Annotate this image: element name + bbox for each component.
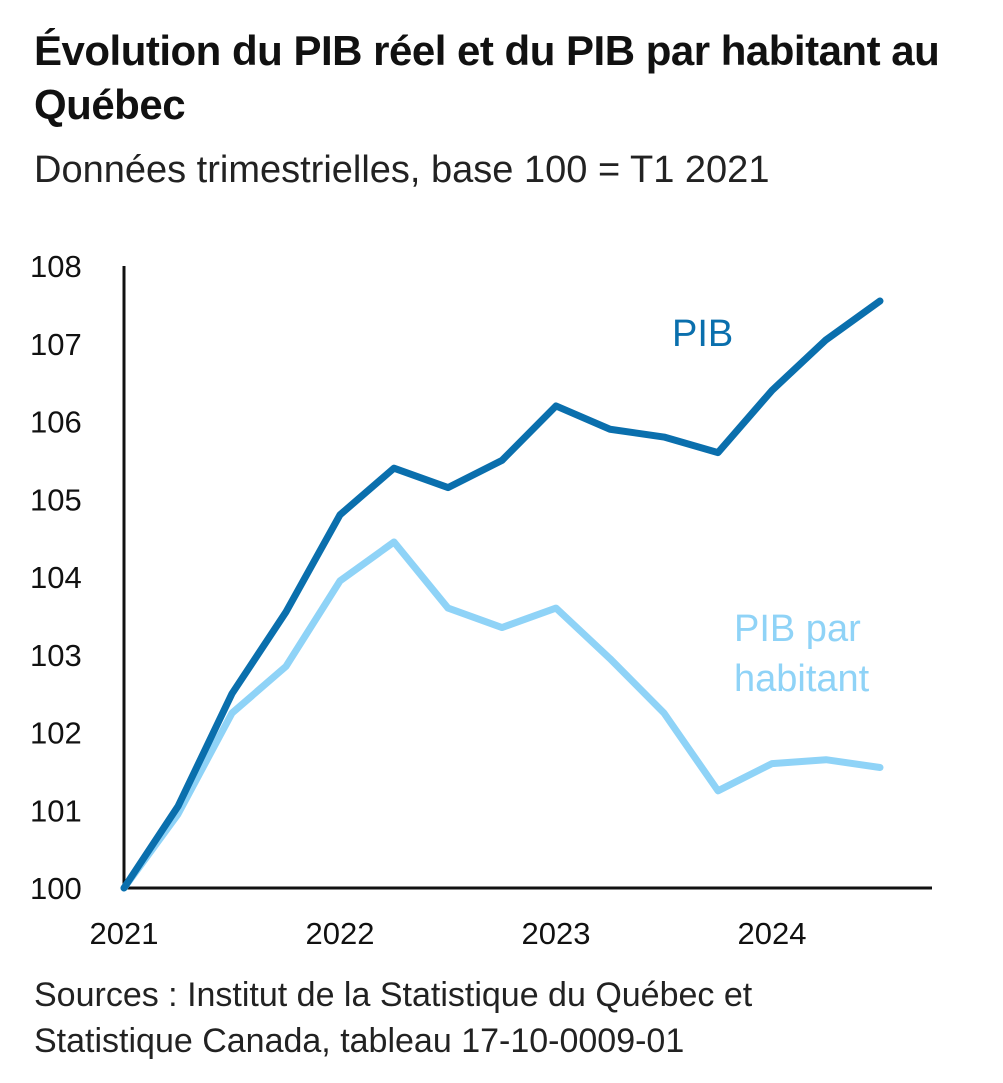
y-tick-label: 107 xyxy=(30,327,82,362)
series-label-line: PIB xyxy=(672,313,733,355)
chart-title: Évolution du PIB réel et du PIB par habi… xyxy=(34,27,940,128)
y-tick-label: 102 xyxy=(30,716,82,751)
x-tick-label: 2021 xyxy=(90,916,159,951)
series-line-pib xyxy=(120,297,884,892)
source-note: Sources : Institut de la Statistique du … xyxy=(34,972,974,1064)
series-lines xyxy=(120,297,884,892)
x-tick-label: 2024 xyxy=(738,916,807,951)
y-tick-label: 105 xyxy=(30,482,82,517)
y-tick-label: 104 xyxy=(30,560,82,595)
x-tick-label: 2022 xyxy=(306,916,375,951)
y-tick-label: 108 xyxy=(30,249,82,284)
series-labels: PIB PIB par habitant xyxy=(672,313,870,700)
y-tick-label: 106 xyxy=(30,405,82,440)
y-tick-label: 103 xyxy=(30,638,82,673)
series-label-pib: PIB xyxy=(672,313,733,355)
series-label-line: PIB par xyxy=(734,608,861,650)
x-tick-label: 2023 xyxy=(522,916,591,951)
x-axis-tick-labels: 2021 2022 2023 2024 xyxy=(90,916,807,951)
series-label-line: habitant xyxy=(734,658,870,700)
y-tick-label: 101 xyxy=(30,793,82,828)
y-axis-tick-labels: 100 101 102 103 104 105 106 107 108 xyxy=(30,249,82,906)
y-tick-label: 100 xyxy=(30,871,82,906)
series-line-pib-par-habitant xyxy=(120,538,884,892)
source-line-1: Sources : Institut de la Statistique du … xyxy=(34,976,753,1014)
chart-subtitle: Données trimestrielles, base 100 = T1 20… xyxy=(34,149,770,191)
series-label-pib-par-habitant: PIB par habitant xyxy=(734,608,870,700)
source-line-2: Statistique Canada, tableau 17-10-0009-0… xyxy=(34,1022,685,1060)
